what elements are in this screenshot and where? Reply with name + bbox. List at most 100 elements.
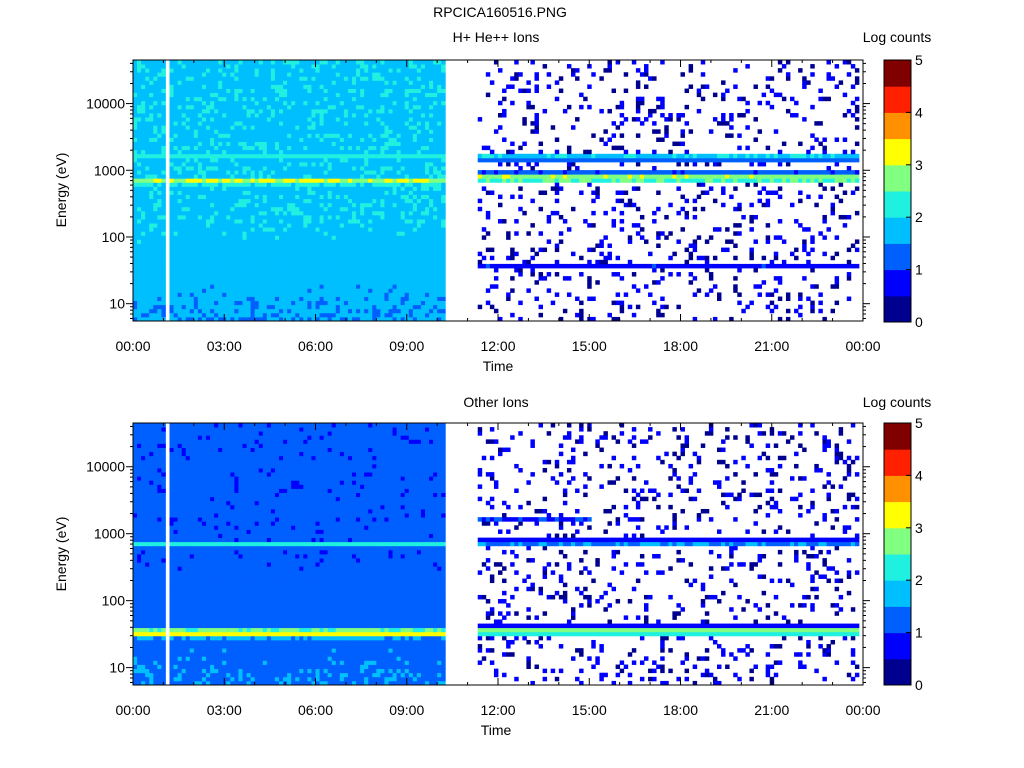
- spectrogram-cell: [185, 174, 191, 179]
- spectrogram-cell: [189, 137, 195, 142]
- spectrogram-cell: [416, 255, 422, 261]
- spectrogram-cell: [169, 129, 174, 134]
- spectrogram-cell: [429, 263, 434, 269]
- spectrogram-cell: [392, 219, 398, 224]
- spectrogram-cell: [299, 316, 304, 322]
- spectrogram-cell: [250, 149, 256, 155]
- spectrogram-cell: [372, 206, 377, 212]
- spectrogram-cell: [157, 280, 162, 285]
- spectrogram-cell: [425, 100, 430, 106]
- spectrogram-cell: [307, 292, 312, 297]
- spectrogram-cell: [210, 255, 215, 261]
- spectrogram-cell: [141, 88, 146, 94]
- spectrogram-cell: [262, 84, 268, 89]
- spectrogram-cell: [441, 125, 446, 130]
- spectrogram-cell: [400, 235, 406, 240]
- spectrogram-cell: [262, 296, 268, 302]
- spectrogram-cell: [137, 263, 142, 269]
- spectrogram-cell: [420, 157, 426, 163]
- spectrogram-cell: [226, 174, 231, 179]
- spectrogram-cell: [356, 125, 361, 130]
- spectrogram-cell: [173, 194, 179, 200]
- spectrogram-cell: [254, 137, 260, 142]
- spectrogram-cell: [149, 145, 154, 151]
- spectrogram-cell: [242, 178, 247, 183]
- spectrogram-cell: [360, 227, 365, 232]
- spectrogram-cell: [234, 113, 239, 118]
- spectrogram-cell: [157, 96, 162, 102]
- spectrogram-cell: [311, 137, 316, 142]
- spectrogram-cell: [392, 80, 398, 85]
- spectrogram-cell: [425, 186, 430, 191]
- spectrogram-cell: [226, 259, 231, 265]
- spectrogram-cell: [258, 214, 264, 220]
- spectrogram-cell: [274, 137, 280, 142]
- spectrogram-cell: [420, 174, 426, 179]
- spectrogram-cell: [246, 292, 252, 297]
- spectrogram-cell: [295, 304, 300, 310]
- spectrogram-cell: [441, 239, 446, 244]
- spectrogram-cell: [412, 206, 418, 212]
- spectrogram-cell: [360, 267, 365, 273]
- spectrogram-cell: [206, 296, 211, 302]
- spectrogram-cell: [311, 239, 316, 244]
- spectrogram-cell: [234, 255, 239, 261]
- spectrogram-cell: [360, 214, 365, 220]
- spectrogram-cell: [433, 223, 438, 228]
- spectrogram-cell: [246, 288, 252, 293]
- spectrogram-cell: [339, 60, 345, 65]
- spectrogram-cell: [404, 202, 410, 208]
- spectrogram-cell: [360, 157, 365, 163]
- spectrogram-cell: [226, 92, 231, 98]
- spectrogram-cell: [396, 247, 402, 253]
- spectrogram-cell: [307, 161, 312, 167]
- spectrogram-cell: [295, 88, 300, 94]
- spectrogram-cell: [433, 141, 438, 147]
- spectrogram-cell: [307, 76, 312, 81]
- spectrogram-cell: [189, 117, 195, 122]
- spectrogram-cell: [384, 202, 389, 208]
- spectrogram-cell: [214, 219, 219, 224]
- spectrogram-cell: [238, 133, 243, 138]
- spectrogram-cell: [270, 198, 276, 204]
- spectrogram-cell: [234, 141, 239, 147]
- spectrogram-cell: [425, 284, 430, 289]
- spectrogram-cell: [141, 161, 146, 167]
- spectrogram-cell: [291, 76, 296, 81]
- spectrogram-cell: [270, 300, 276, 306]
- spectrogram-cell: [441, 235, 446, 240]
- spectrogram-cell: [214, 186, 219, 191]
- spectrogram-cell: [489, 178, 495, 183]
- spectrogram-cell: [266, 247, 272, 253]
- spectrogram-cell: [218, 255, 223, 261]
- spectrogram-cell: [335, 121, 341, 126]
- spectrogram-cell: [133, 104, 138, 110]
- spectrogram-cell: [197, 149, 203, 155]
- spectrogram-cell: [323, 247, 329, 253]
- spectrogram-cell: [189, 296, 195, 302]
- spectrogram-cell: [307, 219, 312, 224]
- spectrogram-cell: [197, 145, 203, 151]
- spectrogram-cell: [295, 292, 300, 297]
- spectrogram-cell: [283, 125, 288, 130]
- spectrogram-cell: [153, 276, 158, 281]
- spectrogram-cell: [262, 227, 268, 232]
- spectrogram-cell: [274, 141, 280, 147]
- spectrogram-cell: [360, 280, 365, 285]
- spectrogram-cell: [169, 223, 174, 228]
- spectrogram-cell: [315, 219, 320, 224]
- spectrogram-cell: [303, 263, 308, 269]
- spectrogram-cell: [347, 170, 353, 175]
- spectrogram-cell: [420, 60, 426, 65]
- spectrogram-cell: [246, 84, 252, 89]
- spectrogram-cell: [149, 68, 154, 73]
- spectrogram-cell: [270, 251, 276, 257]
- spectrogram-cell: [433, 84, 438, 89]
- spectrogram-cell: [254, 239, 260, 244]
- spectrogram-cell: [258, 235, 264, 240]
- spectrogram-cell: [376, 300, 381, 306]
- spectrogram-cell: [425, 161, 430, 167]
- spectrogram-cell: [173, 223, 179, 228]
- spectrogram-cell: [441, 64, 446, 69]
- spectrogram-cell: [266, 125, 272, 130]
